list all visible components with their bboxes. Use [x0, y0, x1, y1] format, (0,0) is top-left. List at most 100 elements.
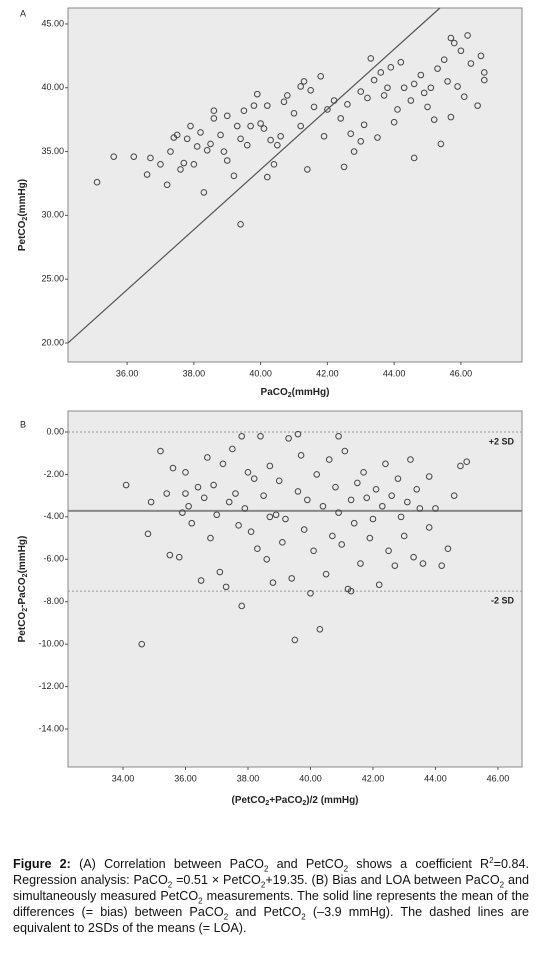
- point: [274, 141, 281, 149]
- y-tick-label: -4.00: [43, 511, 64, 521]
- label-part: (mmHg): [17, 536, 28, 574]
- point: [222, 583, 230, 591]
- point: [350, 519, 358, 527]
- point: [263, 173, 271, 181]
- point: [364, 94, 371, 102]
- point: [230, 172, 238, 180]
- point: [225, 498, 233, 506]
- plot-area: [67, 7, 523, 363]
- label-part: (mmHg): [292, 387, 330, 398]
- point: [416, 505, 424, 512]
- point: [275, 477, 283, 485]
- point: [163, 181, 171, 189]
- x-tick-label: 40.00: [249, 368, 272, 378]
- panel-letter: B: [20, 419, 26, 429]
- point: [347, 130, 355, 137]
- point: [180, 159, 188, 167]
- point: [367, 55, 375, 62]
- point: [375, 581, 383, 589]
- point: [460, 93, 468, 100]
- point: [410, 553, 417, 561]
- point: [238, 432, 246, 440]
- point: [329, 532, 336, 540]
- point: [279, 539, 286, 546]
- y-tick-label: -8.00: [43, 596, 64, 606]
- point: [407, 97, 415, 104]
- caption-part: =0.51 × PetCO: [172, 873, 261, 887]
- point: [380, 92, 388, 99]
- point: [175, 553, 183, 561]
- point: [410, 154, 418, 162]
- point: [288, 575, 296, 582]
- point: [197, 129, 204, 136]
- point: [143, 171, 151, 178]
- point: [216, 568, 224, 576]
- point: [387, 64, 395, 71]
- point: [197, 577, 205, 584]
- point: [335, 432, 342, 440]
- label-part: 2: [22, 573, 29, 577]
- x-tick-label: 42.00: [362, 773, 385, 783]
- caption-part: 2: [499, 880, 505, 890]
- point: [413, 485, 421, 493]
- point: [263, 102, 271, 109]
- point: [266, 513, 274, 521]
- point: [304, 496, 311, 504]
- point: [203, 146, 211, 154]
- point: [235, 522, 242, 529]
- point: [338, 541, 346, 548]
- point: [350, 148, 358, 155]
- point: [169, 464, 177, 472]
- point: [427, 84, 435, 92]
- point: [210, 107, 218, 115]
- label-part: 2: [22, 608, 29, 612]
- point: [280, 98, 288, 106]
- point: [244, 469, 252, 476]
- x-tick-label: 44.00: [424, 773, 447, 783]
- point: [307, 87, 314, 94]
- point: [377, 69, 385, 76]
- reference-label: +2 SD: [489, 436, 515, 446]
- point: [210, 115, 218, 122]
- y-tick-label: -2.00: [43, 469, 64, 479]
- point: [450, 39, 458, 47]
- label-part: PetCO: [17, 612, 28, 643]
- point: [316, 626, 324, 633]
- y-tick-label: 35.00: [41, 146, 64, 156]
- point: [390, 118, 398, 126]
- point: [404, 498, 411, 506]
- y-tick-label: -14.00: [38, 723, 64, 733]
- point: [400, 84, 408, 92]
- point: [379, 502, 386, 510]
- point: [347, 496, 355, 504]
- point: [130, 153, 138, 160]
- point: [247, 122, 254, 130]
- point: [207, 140, 214, 148]
- point: [417, 71, 425, 79]
- caption-part: (–3.9 mmHg). The dashed lines are equiva…: [13, 905, 529, 935]
- point: [183, 135, 191, 143]
- y-tick-label: 20.00: [41, 337, 64, 347]
- point: [463, 458, 470, 466]
- y-tick-label: 45.00: [41, 18, 64, 28]
- caption-part: and PetCO: [228, 905, 302, 919]
- y-tick-label: -6.00: [43, 554, 64, 564]
- point: [344, 101, 351, 108]
- point: [237, 135, 244, 143]
- point: [357, 560, 364, 567]
- point: [185, 502, 192, 510]
- label-part: )/2 (mmHg): [306, 795, 358, 806]
- y-tick-label: -12.00: [38, 681, 64, 691]
- point: [337, 115, 345, 122]
- point: [187, 122, 194, 130]
- point: [213, 511, 221, 519]
- point: [223, 157, 231, 164]
- point: [193, 143, 201, 150]
- point: [294, 488, 302, 495]
- x-tick-label: 46.00: [450, 368, 473, 378]
- point: [304, 166, 311, 173]
- x-tick-label: 42.00: [316, 368, 339, 378]
- point: [480, 76, 488, 84]
- caption-part: 2: [260, 880, 266, 890]
- caption-part: shows a coefficient R: [348, 857, 490, 871]
